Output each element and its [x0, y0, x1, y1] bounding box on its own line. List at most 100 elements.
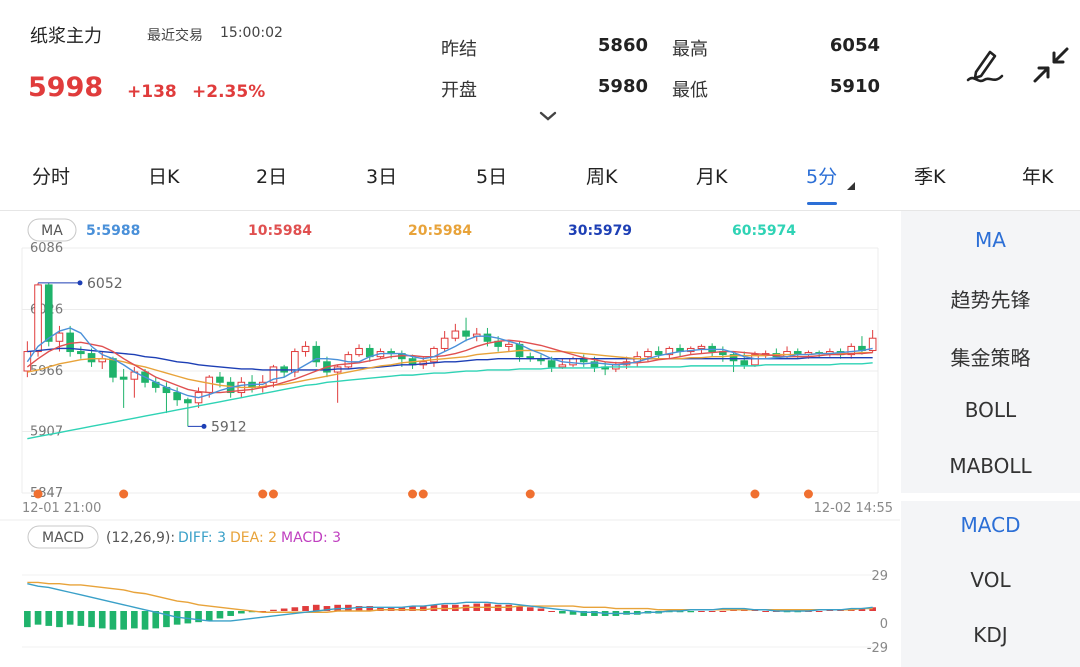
active-tab-indicator [807, 202, 837, 205]
macd-bar [216, 611, 224, 619]
chevron-down-icon[interactable] [538, 109, 558, 123]
candle-body [440, 337, 449, 349]
candle-body [55, 332, 64, 342]
candle-body [87, 353, 96, 363]
macd-bar [45, 611, 53, 626]
tab-yearly-k[interactable]: 年K [1022, 166, 1054, 188]
candle-body [77, 351, 85, 355]
indicator-macd[interactable]: MACD [960, 513, 1021, 537]
macd-tick-bottom: -29 [867, 641, 888, 656]
macd-bar [366, 606, 374, 611]
candle-body [109, 358, 117, 378]
signal-dot [33, 489, 43, 499]
macd-bar [184, 611, 192, 624]
indicator-trend-pioneer[interactable]: 趋势先锋 [950, 288, 1031, 312]
indicator-vol[interactable]: VOL [970, 568, 1011, 592]
candle-body [119, 376, 128, 380]
macd-bar [56, 611, 63, 628]
tab-daily-k[interactable]: 日K [148, 166, 180, 188]
high-value: 6054 [829, 35, 880, 56]
candle-body [847, 345, 856, 356]
tab-monthly-k[interactable]: 月K [696, 166, 728, 188]
tab-2-day[interactable]: 2日 [256, 166, 288, 188]
macd-bar [569, 611, 577, 615]
macd-bar [302, 606, 309, 611]
ma20-line [27, 349, 873, 389]
macd-bar [163, 611, 170, 628]
macd-bar [34, 611, 42, 625]
x-label-end: 12-02 14:55 [814, 501, 893, 516]
ma60-line [27, 362, 873, 440]
candle-body [184, 399, 192, 404]
last-price: 5998 [28, 72, 104, 103]
candle-body [44, 284, 53, 342]
ma30-line [27, 347, 873, 371]
candle-body [173, 392, 181, 401]
candle-body [462, 330, 470, 337]
price-change-percent: +2.35% [192, 82, 266, 102]
macd-bar [131, 611, 138, 629]
period-tabs: 分时 日K 2日 3日 5日 周K 月K 5分 季K 年K [0, 148, 1080, 205]
indicator-ma[interactable]: MA [975, 228, 1006, 252]
candle-body [505, 343, 513, 347]
macd-bar [526, 607, 534, 611]
ma-badge [27, 218, 77, 242]
signal-dot [803, 489, 813, 499]
drawing-pen-icon[interactable] [964, 44, 1006, 86]
macd-badge [27, 525, 99, 549]
macd-bar [259, 611, 267, 612]
ma-legend-20: 20:5984 [408, 223, 472, 239]
collapse-arrows-icon[interactable] [1030, 44, 1072, 86]
macd-tick-zero: 0 [880, 617, 888, 632]
indicator-boll[interactable]: BOLL [964, 398, 1017, 422]
y-tick-label: 5966 [30, 364, 63, 379]
kline-chart[interactable]: MA 5:5988 10:5984 20:5984 30:5979 60:5974 6086… [0, 211, 900, 667]
quote-header: 纸浆主力 最近交易 15:00:02 5998 +138 +2.35% 昨结 5… [0, 0, 1080, 130]
macd-bar [205, 611, 213, 621]
macd-bar [815, 611, 823, 612]
low-marker-label: 5912 [211, 419, 247, 435]
macd-bar [591, 611, 598, 616]
tab-weekly-k[interactable]: 周K [586, 166, 618, 188]
macd-bar [762, 611, 769, 612]
tab-intraday[interactable]: 分时 [32, 166, 71, 188]
macd-bar [323, 606, 331, 611]
macd-bar [708, 611, 716, 612]
macd-legend-diff: DIFF: 3 [178, 530, 226, 546]
tab-3-day[interactable]: 3日 [366, 166, 398, 188]
macd-bar [24, 611, 31, 628]
macd-params: (12,26,9): [106, 530, 175, 546]
macd-bar [98, 611, 106, 629]
macd-bar [355, 606, 363, 611]
macd-bar [687, 611, 695, 613]
indicator-fund-strategy[interactable]: 集金策略 [950, 346, 1031, 370]
dropdown-triangle-icon[interactable] [847, 182, 855, 190]
signal-dot [119, 489, 129, 499]
tab-quarterly-k[interactable]: 季K [914, 166, 946, 188]
macd-bar [195, 611, 202, 623]
macd-bar [559, 611, 566, 614]
macd-bar [580, 611, 588, 616]
signal-dot [418, 489, 428, 499]
candle-body [291, 351, 299, 373]
low-marker-dot [201, 423, 207, 429]
macd-tick-top: 29 [871, 569, 888, 584]
tab-5-minute[interactable]: 5分 [806, 166, 838, 188]
prev-settle-value: 5860 [597, 35, 648, 56]
signal-dot [525, 489, 535, 499]
candle-body [312, 345, 321, 363]
macd-bar [280, 608, 288, 611]
open-value: 5980 [597, 76, 648, 97]
candle-body [729, 354, 738, 362]
tab-5-day[interactable]: 5日 [476, 166, 508, 188]
indicator-maboll[interactable]: MABOLL [949, 454, 1032, 478]
contract-name: 纸浆主力 [30, 26, 102, 47]
macd-bar [537, 608, 545, 611]
high-marker-dot [77, 280, 83, 286]
macd-bar [291, 607, 299, 611]
candle-body [216, 376, 224, 383]
candle-body [590, 361, 599, 368]
signal-dot [258, 489, 268, 499]
main-indicator-list [901, 211, 1080, 493]
indicator-kdj[interactable]: KDJ [973, 623, 1008, 647]
